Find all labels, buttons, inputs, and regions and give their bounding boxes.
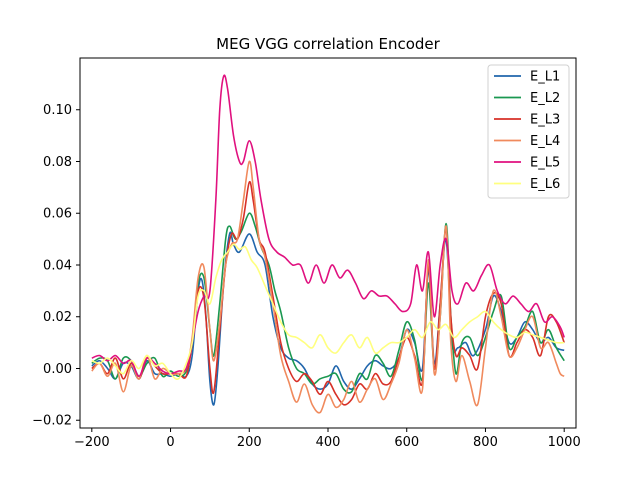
x-tick-label: 600 xyxy=(394,435,419,450)
series-line-e-l2 xyxy=(91,212,565,394)
legend-label: E_L2 xyxy=(530,91,560,106)
x-tick-label: −200 xyxy=(74,435,110,450)
legend-label: E_L3 xyxy=(530,113,560,128)
legend-label: E_L6 xyxy=(530,177,560,192)
y-tick-label: 0.04 xyxy=(43,258,72,273)
series-line-e-l6 xyxy=(91,243,565,381)
legend: E_L1 E_L2 E_L3 E_L4 E_L5 E_L6 xyxy=(487,64,570,199)
x-tick-label: 400 xyxy=(316,435,341,450)
y-tick-label: 0.06 xyxy=(43,207,72,222)
chart-title: MEG VGG correlation Encoder xyxy=(216,35,441,53)
y-tick-label: 0.10 xyxy=(43,103,72,118)
axes: −200 0 200 400 600 800 1000 −0.02 0.00 0.02 0.04 0.… xyxy=(32,57,581,450)
y-tick-label: 0.02 xyxy=(43,310,72,325)
series-line-e-l5 xyxy=(91,74,565,378)
x-tick-label: 1000 xyxy=(548,435,581,450)
legend-label: E_L1 xyxy=(530,70,560,85)
y-tick-label: −0.02 xyxy=(32,414,72,429)
plot-area xyxy=(91,74,565,414)
y-tick-label: 0.08 xyxy=(43,155,72,170)
y-tick-label: 0.00 xyxy=(43,362,72,377)
x-tick-label: 200 xyxy=(237,435,262,450)
legend-label: E_L4 xyxy=(530,134,560,149)
x-tick-label: 0 xyxy=(166,435,174,450)
x-tick-label: 800 xyxy=(473,435,498,450)
legend-label: E_L5 xyxy=(530,156,560,171)
